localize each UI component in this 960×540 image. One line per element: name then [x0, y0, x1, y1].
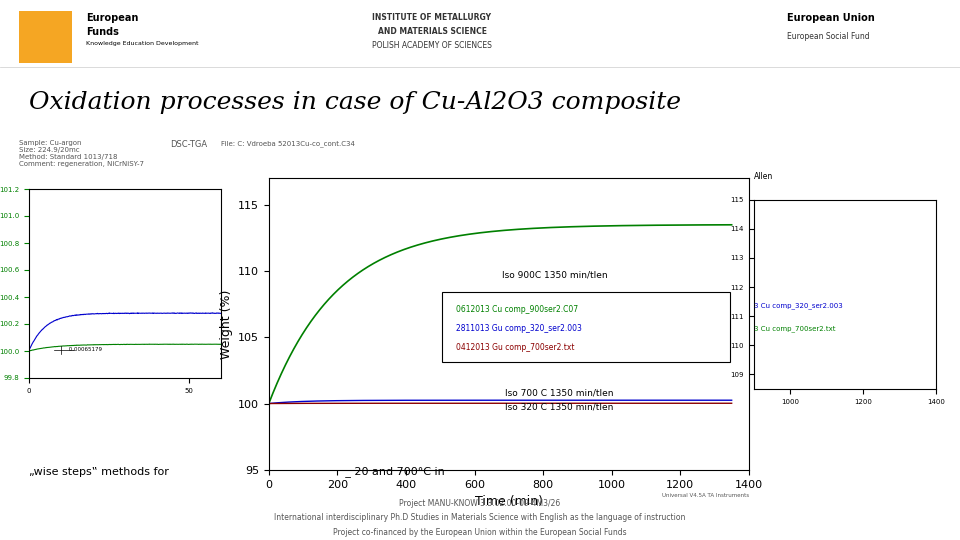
- Text: 3 Cu comp_700ser2.txt: 3 Cu comp_700ser2.txt: [754, 325, 835, 332]
- Text: Sample: Cu-argon
Size: 224.9/20mc
Method: Standard 1013/718
Comment: regeneratio: Sample: Cu-argon Size: 224.9/20mc Method…: [19, 140, 144, 167]
- Text: 0612013 Cu comp_900ser2.C07: 0612013 Cu comp_900ser2.C07: [456, 305, 578, 314]
- Text: DSC-TGA: DSC-TGA: [171, 140, 207, 150]
- Text: 3 Cu comp_320_ser2.003: 3 Cu comp_320_ser2.003: [754, 302, 842, 309]
- Text: International interdisciplinary Ph.D Studies in Materials Science with English a: International interdisciplinary Ph.D Stu…: [275, 513, 685, 522]
- Text: Iso 900C 1350 min/tlen: Iso 900C 1350 min/tlen: [502, 271, 608, 280]
- Text: Knowledge Education Development: Knowledge Education Development: [86, 40, 199, 46]
- Text: AND MATERIALS SCIENCE: AND MATERIALS SCIENCE: [377, 26, 487, 36]
- Text: Allen: Allen: [754, 172, 773, 181]
- Text: File: C: Vdroeba 52013Cu-co_cont.C34: File: C: Vdroeba 52013Cu-co_cont.C34: [221, 140, 354, 147]
- Y-axis label: Weight (%): Weight (%): [220, 289, 232, 359]
- Text: Project MANU-KNOW 3.3.02.00-09-4M3/26: Project MANU-KNOW 3.3.02.00-09-4M3/26: [399, 499, 561, 508]
- Text: Universal V4.5A TA Instruments: Universal V4.5A TA Instruments: [661, 493, 749, 498]
- Text: 0412013 Gu comp_700ser2.txt: 0412013 Gu comp_700ser2.txt: [456, 343, 574, 352]
- Text: 2811013 Gu comp_320_ser2.003: 2811013 Gu comp_320_ser2.003: [456, 324, 582, 333]
- Text: Iso 320 C 1350 min/tlen: Iso 320 C 1350 min/tlen: [505, 402, 613, 411]
- Text: Project co-financed by the European Union within the European Social Funds: Project co-financed by the European Unio…: [333, 528, 627, 537]
- FancyBboxPatch shape: [19, 10, 72, 63]
- Text: European: European: [86, 12, 139, 23]
- Text: „wise steps‟ methods for                                                    ̲ 20: „wise steps‟ methods for ̲ 20: [29, 466, 444, 477]
- Text: INSTITUTE OF METALLURGY: INSTITUTE OF METALLURGY: [372, 12, 492, 22]
- Text: European Social Fund: European Social Fund: [787, 31, 870, 40]
- Text: POLISH ACADEMY OF SCIENCES: POLISH ACADEMY OF SCIENCES: [372, 40, 492, 50]
- Text: Funds: Funds: [86, 26, 119, 37]
- FancyBboxPatch shape: [442, 292, 730, 362]
- Text: Iso 700 C 1350 min/tlen: Iso 700 C 1350 min/tlen: [505, 389, 613, 397]
- Text: European Union: European Union: [787, 12, 875, 23]
- Text: 0.00065179: 0.00065179: [67, 347, 102, 352]
- X-axis label: Time (min): Time (min): [475, 495, 542, 508]
- Text: Oxidation processes in case of Cu-Al2O3 composite: Oxidation processes in case of Cu-Al2O3 …: [29, 91, 681, 114]
